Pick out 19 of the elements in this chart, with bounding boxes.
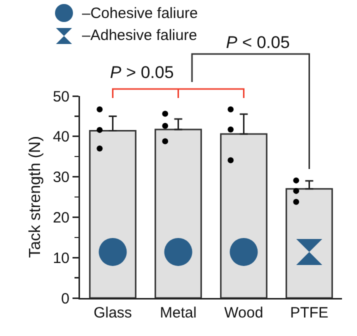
text: P < 0.05 — [226, 33, 290, 52]
x-tick-label: PTFE — [290, 304, 328, 322]
y-tick-label: 30 — [52, 169, 70, 186]
text: –Cohesive faliure — [82, 5, 198, 22]
bar — [154, 128, 202, 298]
y-tick-label: 20 — [52, 209, 70, 226]
bar — [220, 133, 268, 298]
y-tick-label: 50 — [52, 88, 70, 106]
y-tick-label: 0 — [61, 290, 70, 308]
x-tick-label: Wood — [224, 304, 264, 322]
x-tick-label: Glass — [94, 304, 132, 322]
bar — [286, 188, 333, 298]
text: P > 0.05 — [110, 63, 174, 82]
bar — [89, 130, 136, 298]
y-axis-title: Tack strength (N) — [26, 136, 44, 258]
x-tick-label: Metal — [160, 304, 197, 322]
text: –Adhesive faliure — [82, 27, 198, 44]
y-tick-label: 40 — [52, 128, 70, 146]
y-tick-label: 10 — [52, 250, 70, 267]
